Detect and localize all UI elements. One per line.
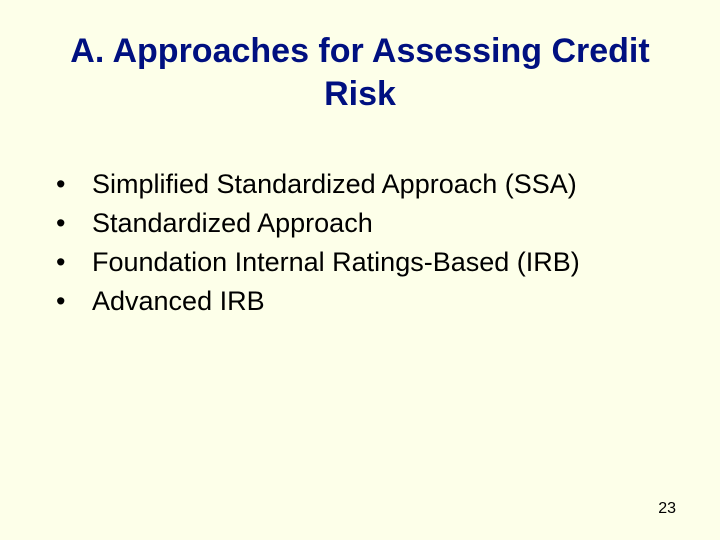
slide-title: A. Approaches for Assessing Credit Risk (40, 30, 680, 115)
bullet-list: Simplified Standardized Approach (SSA) S… (48, 165, 680, 322)
page-number: 23 (658, 500, 676, 518)
list-item: Advanced IRB (48, 282, 680, 321)
list-item: Foundation Internal Ratings-Based (IRB) (48, 243, 680, 282)
list-item: Simplified Standardized Approach (SSA) (48, 165, 680, 204)
list-item: Standardized Approach (48, 204, 680, 243)
slide-container: A. Approaches for Assessing Credit Risk … (0, 0, 720, 540)
